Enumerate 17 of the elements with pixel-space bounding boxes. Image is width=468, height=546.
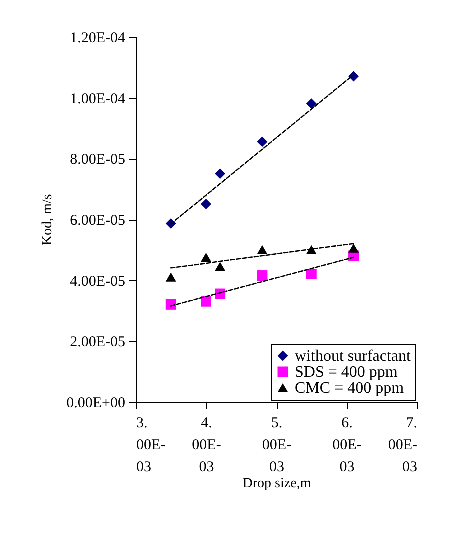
legend-label: without surfactant [295,348,412,365]
x-tick-label: 3.00E-03 [136,416,166,476]
x-tick-label: 5.00E-03 [262,416,292,476]
x-axis-title: Drop size,m [242,476,312,492]
legend-label: SDS = 400 ppm [295,364,398,381]
x-tick-label: 4.00E-03 [192,416,222,476]
y-axis-title: Kod, m/s [40,194,56,246]
y-tick-label: 2.00E-05 [70,334,126,351]
legend-label: CMC = 400 ppm [295,380,405,397]
x-tick-label: 7.00E-03 [388,416,418,476]
y-tick-label: 1.00E-04 [70,91,126,108]
y-tick-label: 8.00E-05 [70,152,126,168]
x-tick-label: 6.00E-03 [332,416,362,476]
y-tick-label: 4.00E-05 [70,274,126,290]
y-tick-label: 0.00E+00 [66,396,126,412]
y-tick-label: 1.20E-04 [70,30,126,46]
y-tick-label: 6.00E-05 [70,213,126,229]
